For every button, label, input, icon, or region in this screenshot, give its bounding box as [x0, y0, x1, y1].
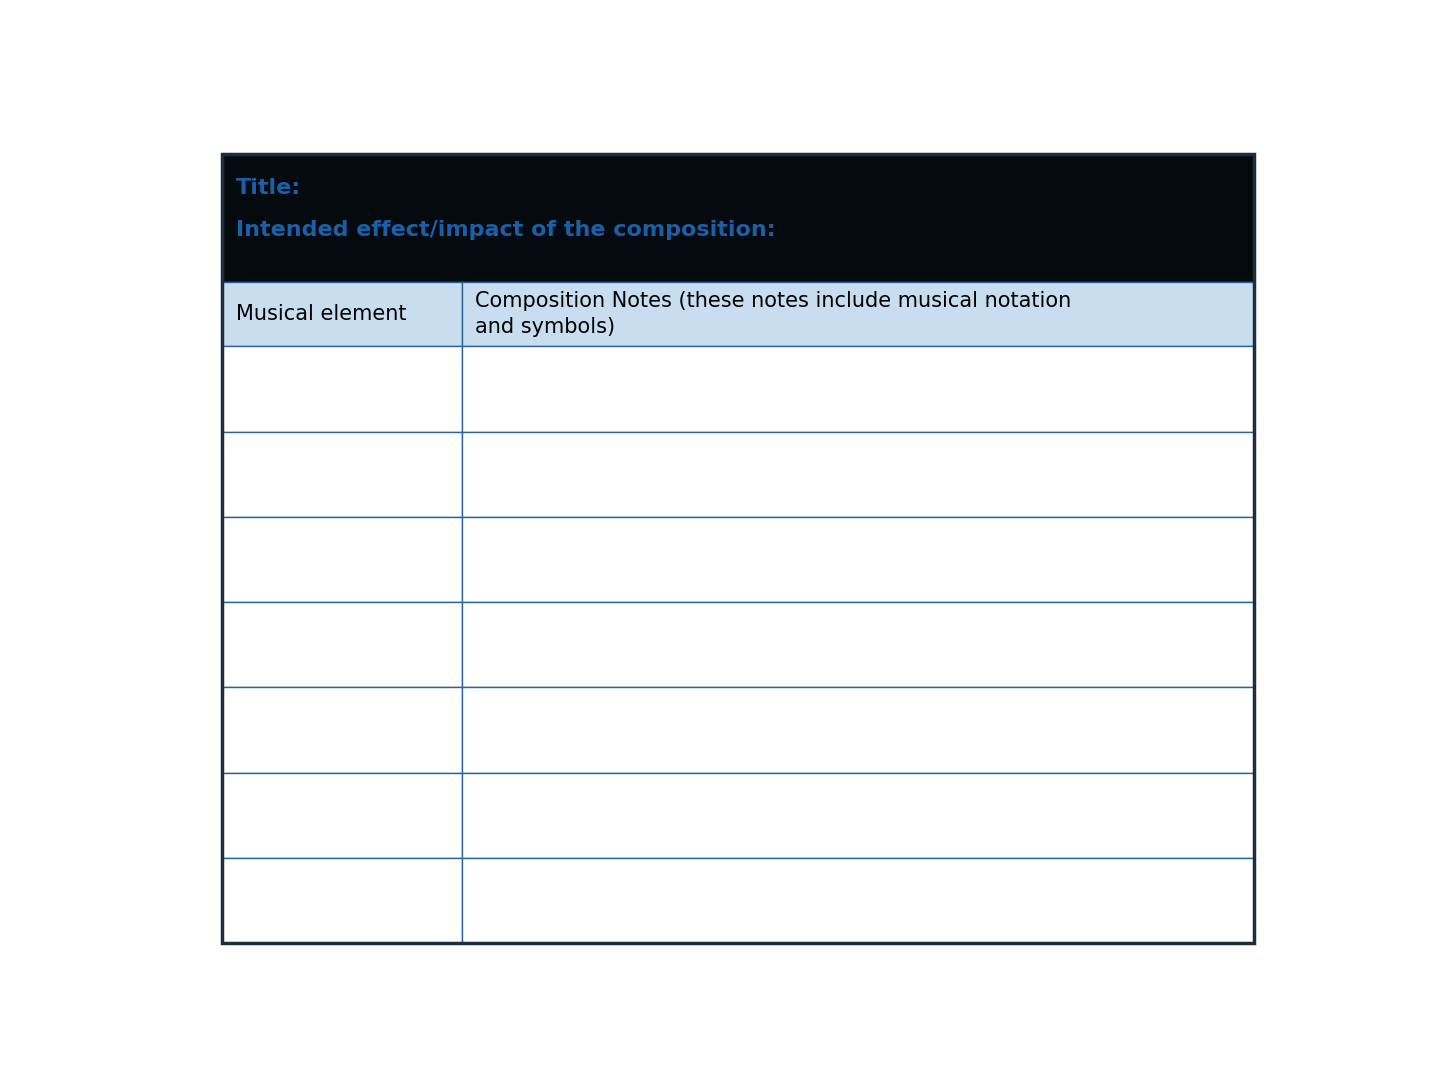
Bar [222, 281, 462, 346]
Bar [222, 772, 462, 858]
Text: Intended effect/impact of the composition:: Intended effect/impact of the compositio… [236, 220, 775, 240]
Bar [222, 858, 462, 943]
Text: and symbols): and symbols) [475, 317, 615, 337]
Bar [462, 281, 1254, 346]
Bar [462, 858, 1254, 943]
Text: Title:: Title: [236, 178, 301, 199]
Bar [222, 517, 462, 602]
Text: Composition Notes (these notes include musical notation: Composition Notes (these notes include m… [475, 291, 1071, 311]
Text: Musical element: Musical element [236, 304, 406, 324]
Bar [222, 687, 462, 772]
Bar [462, 431, 1254, 517]
Bar [222, 154, 1254, 281]
Bar [462, 346, 1254, 431]
Bar [222, 602, 462, 687]
Bar [222, 346, 462, 431]
Bar [462, 687, 1254, 772]
Bar [462, 772, 1254, 858]
Bar [222, 431, 462, 517]
Bar [462, 602, 1254, 687]
Bar [462, 517, 1254, 602]
